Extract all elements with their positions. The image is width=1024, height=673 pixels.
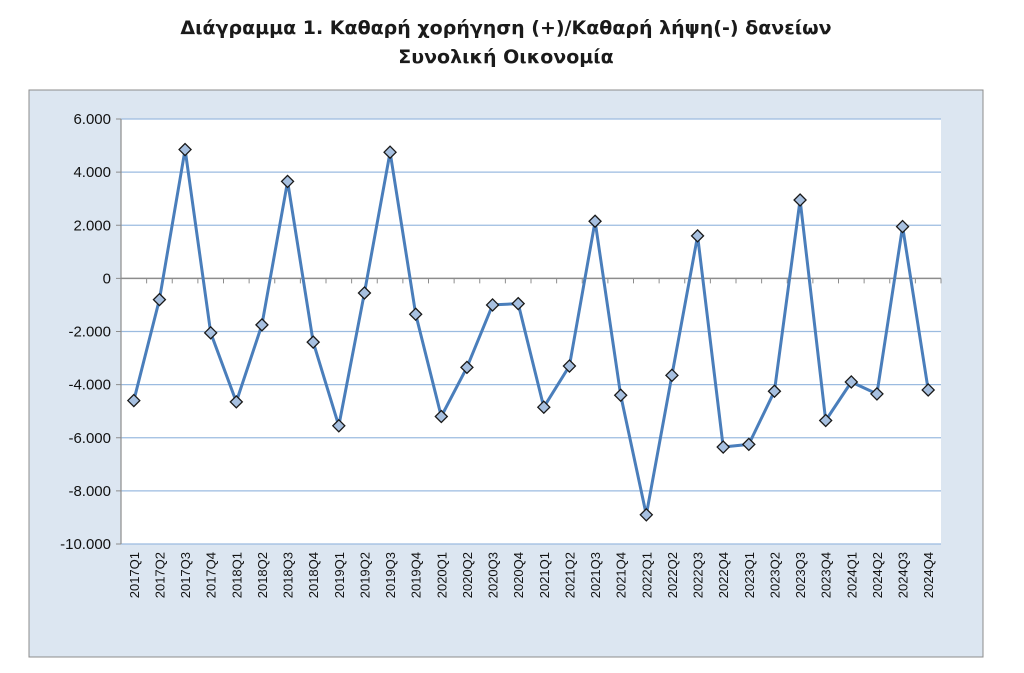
x-tick-label: 2022Q1 — [639, 552, 654, 598]
x-tick-label: 2020Q2 — [460, 552, 475, 598]
chart-subtitle: Συνολική Οικονομία — [398, 46, 613, 68]
y-tick-label: 4.000 — [73, 164, 111, 181]
data-point-marker — [870, 387, 884, 401]
x-tick-label: 2022Q4 — [716, 552, 731, 598]
x-tick-label: 2018Q4 — [306, 552, 321, 598]
data-point-marker — [844, 375, 859, 389]
x-tick-label: 2021Q1 — [537, 552, 552, 598]
data-point-marker — [306, 335, 321, 350]
data-point-marker — [588, 214, 602, 229]
x-tick-label: 2023Q3 — [793, 552, 808, 598]
y-axis-tick-labels: 6.000 4.000 2.000 0 -2.000 -4.000 -6.000 -8.000… — [60, 111, 111, 553]
x-tick-label: 2021Q4 — [614, 552, 629, 598]
data-point-marker — [818, 413, 833, 428]
x-tick-label: 2023Q1 — [742, 552, 757, 598]
x-tick-label: 2024Q4 — [921, 552, 936, 598]
data-point-marker — [383, 145, 397, 160]
data-point-marker — [511, 296, 526, 311]
x-tick-label: 2019Q3 — [383, 552, 398, 598]
data-point-marker — [203, 325, 218, 340]
series-line-group — [132, 148, 930, 517]
x-tick-label: 2018Q1 — [229, 552, 244, 598]
x-tick-label: 2017Q1 — [127, 552, 142, 598]
data-point-marker — [536, 400, 551, 415]
y-tick-label: 0 — [103, 270, 111, 287]
data-point-marker — [485, 298, 500, 312]
x-tick-label: 2020Q3 — [486, 552, 501, 598]
x-tick-label: 2021Q2 — [562, 552, 577, 598]
y-tick-label: -2.000 — [68, 324, 111, 341]
y-tick-label: 6.000 — [73, 111, 111, 128]
data-point-marker — [280, 174, 295, 189]
x-tick-label: 2019Q1 — [332, 552, 347, 598]
x-tick-label: 2017Q4 — [204, 552, 219, 598]
y-tick-label: -8.000 — [68, 483, 111, 500]
data-point-marker — [921, 383, 936, 397]
series-line — [132, 148, 930, 517]
data-point-marker — [741, 437, 756, 452]
data-point-marker — [255, 317, 269, 332]
x-tick-label: 2017Q3 — [178, 552, 193, 598]
data-point-marker — [126, 393, 141, 408]
data-point-marker — [690, 228, 705, 243]
x-tick-label: 2022Q3 — [691, 552, 706, 598]
data-point-marker — [665, 368, 679, 383]
y-tick-label: 2.000 — [73, 217, 111, 234]
series-markers — [126, 142, 936, 522]
x-tick-label: 2024Q1 — [844, 552, 859, 598]
chart-title: Διάγραμμα 1. Καθαρή χορήγηση (+)/Καθαρή … — [180, 17, 831, 39]
x-tick-label: 2019Q2 — [357, 552, 372, 598]
data-point-marker — [895, 219, 910, 234]
x-tick-label: 2020Q1 — [434, 552, 449, 598]
data-point-marker — [639, 507, 654, 522]
data-point-marker — [178, 142, 192, 157]
y-tick-label: -4.000 — [68, 377, 111, 394]
y-tick-label: -6.000 — [68, 430, 111, 447]
data-point-marker — [767, 384, 782, 399]
x-tick-label: 2023Q4 — [819, 552, 834, 598]
x-tick-label: 2018Q2 — [255, 552, 270, 598]
data-point-marker — [460, 360, 474, 375]
data-point-marker — [331, 418, 346, 433]
data-point-marker — [434, 409, 449, 424]
data-point-marker — [793, 193, 807, 207]
x-tick-label: 2021Q3 — [588, 552, 603, 598]
x-tick-label: 2023Q2 — [767, 552, 782, 598]
data-point-marker — [408, 307, 423, 322]
data-point-marker — [357, 286, 372, 300]
data-point-marker — [562, 359, 577, 373]
x-tick-label: 2020Q4 — [511, 552, 526, 598]
x-tick-label: 2024Q2 — [870, 552, 885, 598]
x-axis-tick-labels: 2017Q1 2017Q2 2017Q3 2017Q4 2018Q1 2018Q2 2018… — [127, 552, 936, 598]
data-point-marker — [152, 292, 167, 307]
x-tick-label: 2018Q3 — [281, 552, 296, 598]
data-point-marker — [229, 394, 244, 409]
x-tick-label: 2019Q4 — [409, 552, 424, 598]
x-tick-label: 2017Q2 — [152, 552, 167, 598]
data-point-marker — [613, 388, 628, 403]
y-tick-label: -10.000 — [60, 536, 111, 553]
data-point-marker — [716, 440, 731, 454]
x-tick-label: 2022Q2 — [665, 552, 680, 598]
x-tick-label: 2024Q3 — [896, 552, 911, 598]
axes — [116, 118, 942, 545]
